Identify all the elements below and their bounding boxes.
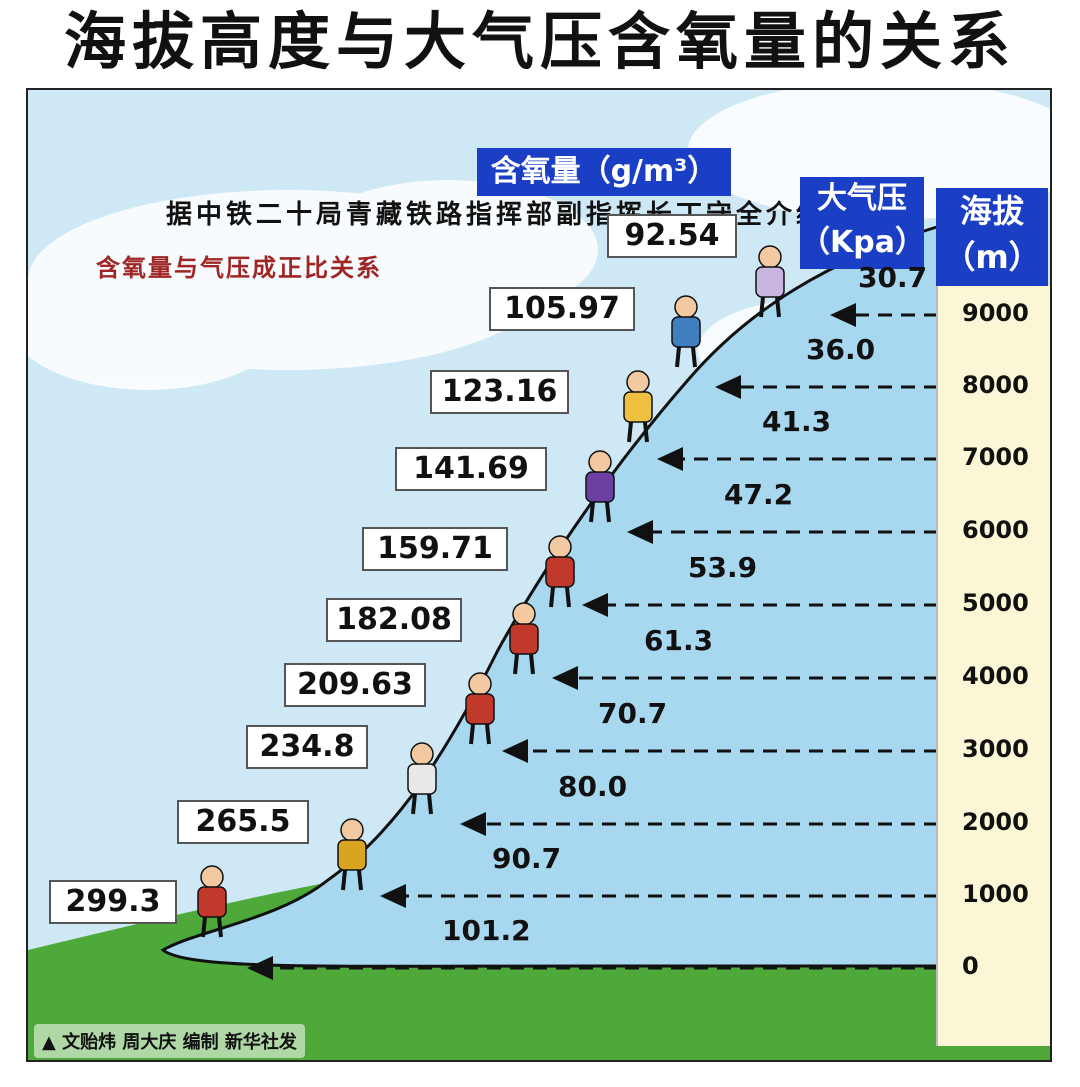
arrow-head-7000 xyxy=(657,447,683,471)
climbers xyxy=(197,245,785,938)
oxygen-value-9000: 92.54 xyxy=(607,214,737,258)
source-text: 据中铁二十局青藏铁路指挥部副指挥长丁守全介绍： xyxy=(166,200,857,230)
altitude-column xyxy=(936,286,1050,1046)
pressure-header: 大气压 （Kpa） xyxy=(800,177,925,269)
arrow-head-5000 xyxy=(582,593,608,617)
climber-figure xyxy=(545,535,575,608)
oxygen-value-5000: 159.71 xyxy=(362,527,508,571)
arrow-head-8000 xyxy=(715,375,741,399)
oxygen-value-3000: 209.63 xyxy=(284,663,426,707)
page-title: 海拔高度与大气压含氧量的关系 xyxy=(63,5,1016,78)
climber-figure xyxy=(623,370,653,443)
oxygen-value-7000: 123.16 xyxy=(430,370,569,414)
altitude-header: 海拔 （m） xyxy=(936,188,1048,286)
oxygen-value-6000: 141.69 xyxy=(395,447,547,491)
pressure-value-1000: 90.7 xyxy=(492,842,562,875)
altitude-tick-6000: 6000 xyxy=(962,516,1029,544)
arrow-head-6000 xyxy=(627,520,653,544)
altitude-tick-1000: 1000 xyxy=(962,880,1029,908)
proportional-note: 含氧量与气压成正比关系 xyxy=(96,254,382,282)
pressure-value-8000: 36.0 xyxy=(806,333,876,366)
altitude-tick-5000: 5000 xyxy=(962,589,1029,617)
climber-figure xyxy=(509,602,539,675)
pressure-value-0: 101.2 xyxy=(442,914,531,947)
climber-figure xyxy=(407,742,437,815)
oxygen-value-8000: 105.97 xyxy=(489,287,635,331)
diagram-art xyxy=(28,90,1050,1060)
arrow-head-3000 xyxy=(502,739,528,763)
pressure-header-line2: （Kpa） xyxy=(800,225,925,260)
pressure-value-6000: 47.2 xyxy=(724,478,794,511)
pressure-value-9000: 30.7 xyxy=(858,261,928,294)
altitude-tick-0: 0 xyxy=(962,952,979,980)
credit: ▲ 文贻炜 周大庆 编制 新华社发 xyxy=(34,1024,305,1058)
altitude-header-line2: （m） xyxy=(943,238,1041,276)
altitude-tick-7000: 7000 xyxy=(962,443,1029,471)
credit-text: 文贻炜 周大庆 编制 新华社发 xyxy=(62,1032,297,1053)
pressure-arrows xyxy=(247,303,938,980)
oxygen-value-4000: 182.08 xyxy=(326,598,462,642)
arrow-head-2000 xyxy=(460,812,486,836)
altitude-tick-2000: 2000 xyxy=(962,808,1029,836)
pressure-header-line1: 大气压 xyxy=(817,181,907,216)
oxygen-value-0: 299.3 xyxy=(49,880,177,924)
oxygen-header: 含氧量（g/m³） xyxy=(477,148,731,196)
oxygen-value-2000: 234.8 xyxy=(246,725,368,769)
altitude-tick-9000: 9000 xyxy=(962,299,1029,327)
arrow-head-1000 xyxy=(380,884,406,908)
arrow-head-0 xyxy=(247,956,273,980)
altitude-tick-8000: 8000 xyxy=(962,371,1029,399)
pressure-value-4000: 61.3 xyxy=(644,624,714,657)
climber-figure xyxy=(671,295,701,368)
arrow-head-9000 xyxy=(830,303,856,327)
climber-figure xyxy=(585,450,615,523)
climber-figure xyxy=(755,245,785,318)
climber-figure xyxy=(465,672,495,745)
arrow-head-4000 xyxy=(552,666,578,690)
altitude-tick-3000: 3000 xyxy=(962,735,1029,763)
climber-figure xyxy=(197,865,227,938)
altitude-header-line1: 海拔 xyxy=(959,192,1024,230)
pressure-value-5000: 53.9 xyxy=(688,551,758,584)
pressure-value-3000: 70.7 xyxy=(598,697,668,730)
oxygen-value-1000: 265.5 xyxy=(177,800,309,844)
altitude-tick-4000: 4000 xyxy=(962,662,1029,690)
pressure-value-7000: 41.3 xyxy=(762,405,832,438)
climber-figure xyxy=(337,818,367,891)
pressure-value-2000: 80.0 xyxy=(558,770,628,803)
